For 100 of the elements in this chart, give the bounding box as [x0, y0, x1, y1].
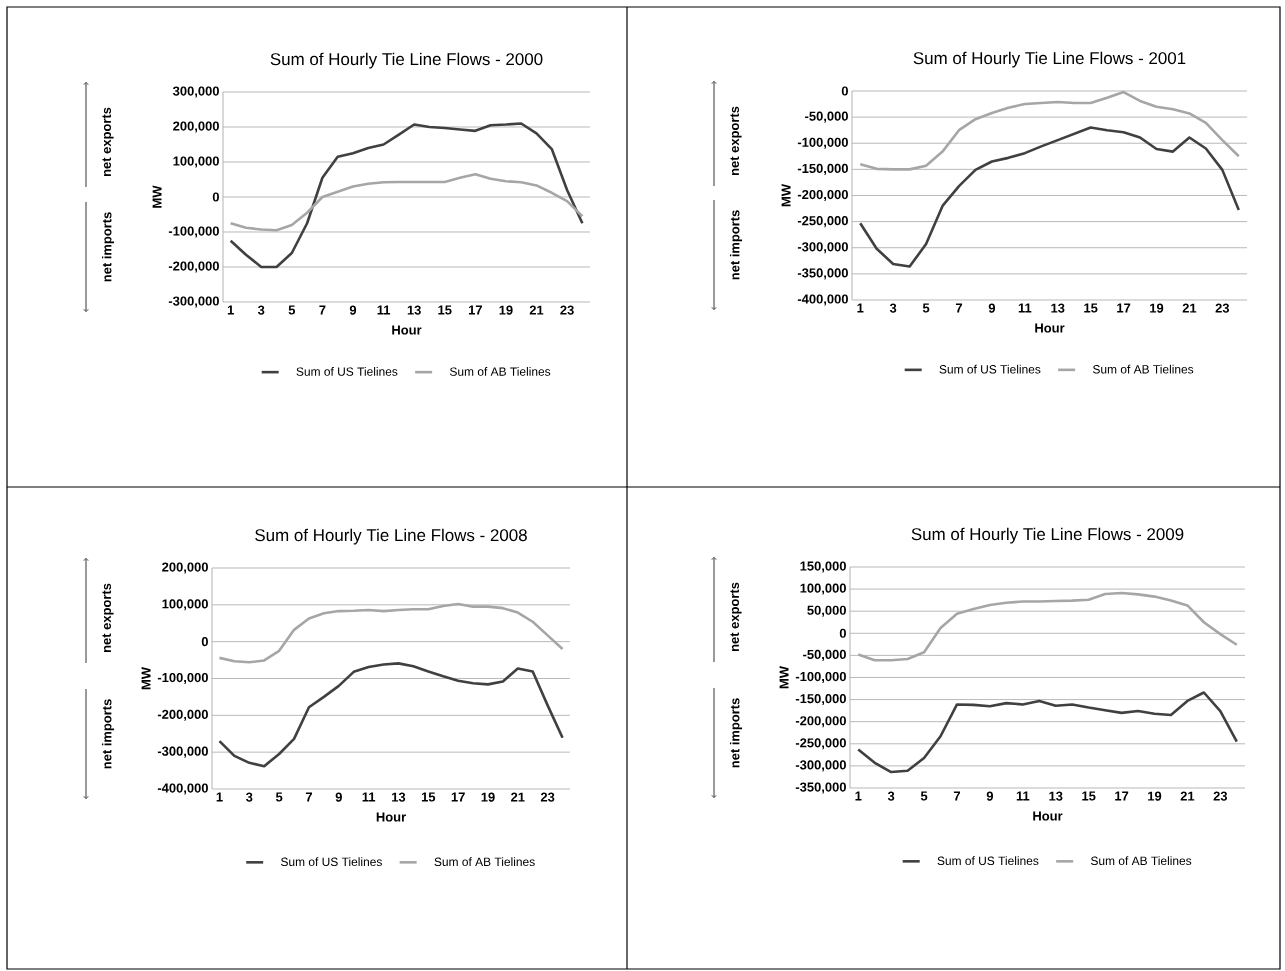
y-tick-label: -50,000: [805, 111, 848, 123]
x-axis-title: Hour: [376, 812, 406, 822]
text: net exports: [730, 582, 742, 652]
y-tick-label: -300,000: [797, 242, 848, 254]
x-tick-label: 19: [499, 305, 513, 315]
x-tick-label: 15: [1084, 303, 1098, 313]
y-tick-label: -100,000: [168, 226, 219, 238]
y-tick-label: -100,000: [797, 137, 848, 149]
line-series: [858, 90, 1241, 171]
x-tick-label: 17: [1117, 303, 1131, 313]
x-tick-label: 3: [889, 303, 897, 313]
y-tick-label: -400,000: [157, 783, 208, 795]
x-tick-label: 11: [362, 792, 376, 802]
x-tick-label: 15: [421, 792, 436, 802]
x-tick-label: 13: [1051, 303, 1065, 313]
y-tick-label: -200,000: [168, 261, 219, 273]
y-tick-label: 300,000: [172, 86, 219, 98]
legend-label: Sum of AB Tielines: [434, 857, 535, 867]
line-series: [218, 662, 564, 768]
x-tick-label: 17: [468, 305, 482, 315]
text: net exports: [102, 107, 114, 177]
x-tick-label: 1: [227, 305, 234, 315]
x-tick-label: 17: [1115, 791, 1129, 801]
y-tick-label: -300,000: [168, 296, 219, 308]
x-tick-label: 19: [1148, 791, 1162, 801]
x-tick-label: 7: [955, 303, 963, 313]
x-tick-label: 5: [288, 305, 296, 315]
x-tick-label: 3: [257, 305, 265, 315]
text: net imports: [101, 699, 115, 769]
y-axis-title: MW: [781, 183, 791, 207]
text: net imports: [729, 210, 743, 280]
x-tick-label: 23: [1213, 791, 1228, 801]
y-tick-label: 100,000: [800, 583, 846, 595]
y-tick-label: -200,000: [795, 716, 846, 728]
line-series: [218, 602, 564, 664]
y-tick-label: 0: [841, 86, 848, 96]
x-tick-label: 9: [349, 305, 357, 315]
x-tick-label: 13: [407, 305, 421, 315]
legend-label: Sum of US Tielines: [296, 367, 398, 376]
legend-label: Sum of US Tielines: [937, 856, 1039, 866]
y-tick-label: -50,000: [803, 649, 846, 661]
y-tick-label: 100,000: [173, 156, 219, 168]
y-tick-label: 0: [212, 192, 219, 202]
x-tick-label: 1: [857, 303, 864, 313]
legend-label: Sum of US Tielines: [281, 857, 382, 867]
y-tick-label: 150,000: [800, 561, 846, 573]
line-series: [856, 691, 1239, 774]
y-tick-label: -300,000: [157, 746, 208, 758]
x-tick-label: 15: [438, 305, 452, 315]
x-tick-label: 13: [1049, 791, 1063, 801]
line-series: [856, 591, 1239, 662]
x-axis-title: Hour: [1035, 323, 1065, 333]
chart-title: Sum of Hourly Tie Line Flows - 2009: [911, 527, 1184, 544]
text: net exports: [102, 583, 114, 653]
x-tick-label: 9: [988, 303, 996, 313]
x-tick-label: 23: [1215, 303, 1230, 313]
x-tick-label: 9: [335, 792, 342, 802]
x-tick-label: 23: [560, 305, 574, 315]
y-tick-label: -350,000: [795, 782, 846, 794]
y-tick-label: -350,000: [797, 268, 848, 280]
x-tick-label: 15: [1082, 791, 1096, 801]
x-tick-label: 5: [275, 792, 283, 802]
y-tick-label: -100,000: [157, 672, 208, 685]
legend-label: Sum of AB Tielines: [1090, 856, 1192, 866]
text: net exports: [730, 106, 742, 176]
chart-title: Sum of Hourly Tie Line Flows - 2008: [255, 528, 527, 545]
y-tick-label: -300,000: [795, 760, 846, 772]
x-axis-title: Hour: [1033, 811, 1063, 821]
y-tick-label: -150,000: [795, 694, 846, 706]
y-axis-title: MW: [779, 665, 789, 689]
x-tick-label: 11: [377, 305, 391, 315]
x-tick-label: 7: [305, 792, 313, 802]
x-tick-label: 19: [481, 792, 495, 802]
x-tick-label: 13: [392, 792, 406, 802]
y-tick-label: 0: [201, 637, 208, 647]
x-tick-label: 11: [1016, 791, 1030, 801]
legend-label: Sum of US Tielines: [939, 364, 1041, 374]
y-tick-label: 200,000: [173, 121, 219, 133]
x-axis-title: Hour: [392, 325, 422, 335]
x-tick-label: 7: [953, 791, 961, 801]
y-tick-label: -400,000: [797, 294, 848, 306]
x-tick-label: 5: [922, 303, 930, 313]
text: net imports: [729, 698, 743, 768]
legend-label: Sum of AB Tielines: [449, 367, 551, 376]
text: net imports: [101, 212, 115, 282]
x-tick-label: 21: [1182, 303, 1197, 313]
y-tick-label: -150,000: [797, 163, 848, 175]
legend-label: Sum of AB Tielines: [1092, 364, 1194, 374]
x-tick-label: 21: [511, 792, 525, 802]
x-tick-label: 21: [529, 305, 544, 315]
y-tick-label: -100,000: [795, 671, 846, 684]
y-axis-title: MW: [152, 185, 162, 208]
y-axis-title: MW: [141, 666, 151, 690]
y-tick-label: 50,000: [807, 605, 846, 617]
y-tick-label: -250,000: [795, 738, 846, 750]
x-tick-label: 7: [319, 305, 326, 315]
x-tick-label: 1: [216, 792, 223, 802]
x-tick-label: 17: [451, 792, 465, 802]
x-tick-label: 5: [920, 791, 928, 801]
chart-title: Sum of Hourly Tie Line Flows - 2001: [913, 51, 1186, 68]
